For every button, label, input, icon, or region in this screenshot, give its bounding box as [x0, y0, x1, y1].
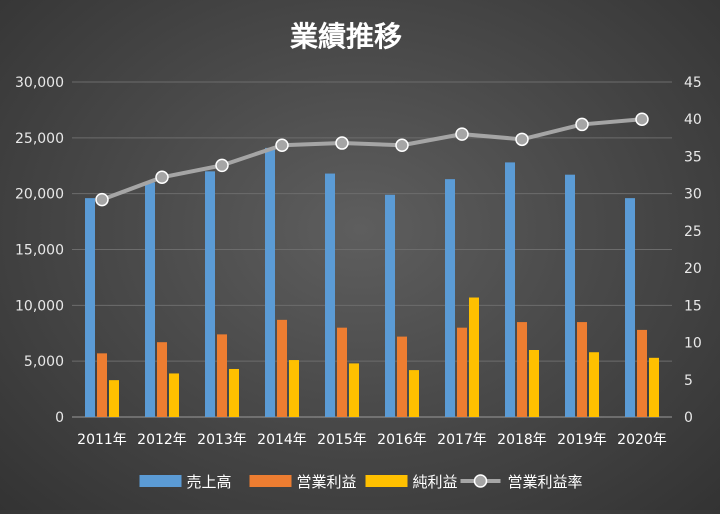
line-4-point [395, 138, 409, 153]
bar-2 [277, 319, 287, 417]
category-label: 2014年 [257, 432, 307, 448]
line-4-point [275, 138, 289, 153]
bar-3 [589, 352, 599, 417]
right-tick-label: 15 [684, 298, 702, 314]
bar-3 [469, 297, 479, 417]
line-4-point [515, 132, 529, 147]
line-series [95, 112, 649, 207]
line-4-path [100, 117, 644, 202]
bar-2 [157, 342, 167, 417]
line-4-point [455, 127, 469, 141]
bar-3 [349, 363, 359, 417]
line-4-point [335, 136, 349, 150]
category-label: 2016年 [377, 432, 427, 448]
gridlines [72, 81, 672, 418]
legend-label: 売上高 [187, 473, 232, 491]
bar-1 [145, 182, 155, 417]
right-tick-label: 5 [684, 373, 693, 389]
bar-3 [529, 350, 539, 417]
category-label: 2019年 [557, 432, 607, 448]
bar-2 [517, 322, 527, 417]
bar-1 [265, 147, 275, 417]
line-4-point [215, 158, 229, 173]
bar-2 [337, 327, 347, 417]
legend-label: 営業利益 [297, 473, 357, 491]
category-label: 2011年 [77, 432, 127, 448]
right-tick-label: 35 [684, 149, 702, 165]
category-label: 2017年 [437, 432, 487, 448]
bar-series [85, 147, 659, 417]
bar-2 [457, 327, 467, 417]
bar-1 [445, 179, 455, 417]
line-4-point [635, 112, 649, 126]
right-axis-ticks: 0 5 10 15 20 25 30 35 40 45 [684, 75, 702, 426]
left-tick-label: 0 [55, 410, 64, 426]
bar-1 [505, 162, 515, 417]
left-tick-label: 15,000 [15, 243, 64, 259]
right-tick-label: 10 [684, 336, 702, 352]
bar-3 [409, 370, 419, 417]
left-tick-label: 5,000 [24, 354, 64, 370]
right-tick-label: 0 [684, 410, 693, 426]
category-label: 2015年 [317, 432, 367, 448]
bar-2 [97, 353, 107, 417]
legend-label: 営業利益率 [508, 473, 583, 491]
bar-1 [85, 198, 95, 417]
bar-1 [205, 171, 215, 417]
bar-2 [577, 322, 587, 417]
bar-3 [109, 380, 119, 417]
bar-3 [169, 373, 179, 417]
bar-2 [397, 336, 407, 417]
legend: 売上高 営業利益 純利益 営業利益率 [139, 473, 583, 491]
right-tick-label: 40 [684, 112, 702, 128]
legend-swatch-1 [139, 475, 182, 487]
left-tick-label: 10,000 [15, 298, 64, 314]
bar-3 [289, 360, 299, 417]
legend-label: 純利益 [413, 473, 458, 491]
right-tick-label: 45 [684, 75, 702, 91]
line-4-point [155, 170, 169, 185]
left-tick-label: 25,000 [15, 131, 64, 147]
line-4-point [575, 117, 589, 132]
bar-1 [385, 194, 395, 417]
left-axis-ticks: 0 5,000 10,000 15,000 20,000 25,000 30,000 [15, 75, 64, 426]
category-label: 2018年 [497, 432, 547, 448]
bar-1 [625, 198, 635, 417]
category-label: 2020年 [617, 432, 667, 448]
category-label: 2013年 [197, 432, 247, 448]
bar-3 [649, 357, 659, 417]
category-labels: 2011年 2012年 2013年 2014年 2015年 2016年 2017年 2018年… [77, 432, 667, 448]
right-tick-label: 30 [684, 187, 702, 203]
left-tick-label: 20,000 [15, 187, 64, 203]
legend-swatch-marker-4 [473, 474, 488, 488]
chart-title: 業績推移 [290, 20, 402, 53]
bar-1 [565, 174, 575, 417]
right-tick-label: 20 [684, 261, 702, 277]
right-tick-label: 25 [684, 224, 702, 240]
legend-swatch-3 [365, 475, 408, 487]
line-4-point [95, 192, 109, 207]
category-label: 2012年 [137, 432, 187, 448]
bar-2 [637, 329, 647, 417]
bar-2 [217, 334, 227, 417]
bar-3 [229, 368, 239, 417]
left-tick-label: 30,000 [15, 75, 64, 91]
bar-1 [325, 173, 335, 417]
legend-swatch-2 [249, 475, 292, 487]
